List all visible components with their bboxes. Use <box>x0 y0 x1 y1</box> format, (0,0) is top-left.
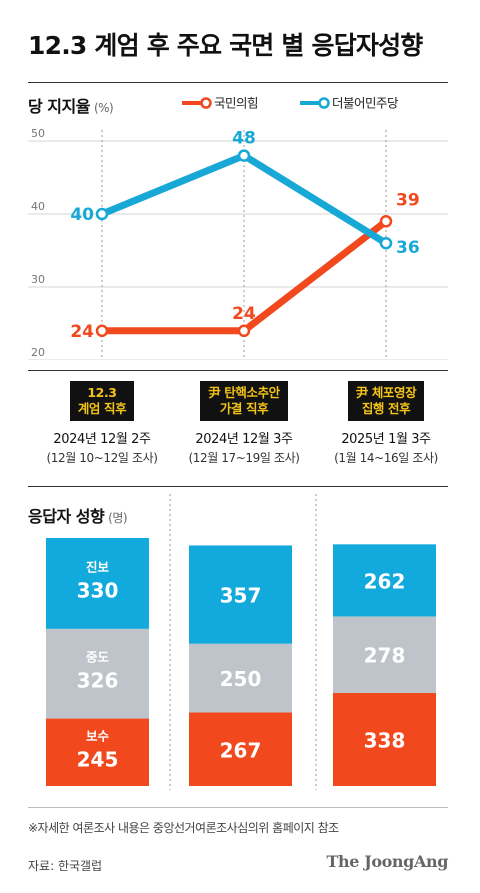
event-tag-line: 계엄 직후 <box>77 401 127 416</box>
data-point <box>237 324 251 338</box>
legend-label: 국민의힘 <box>214 96 258 111</box>
segment-category-label: 진보 <box>86 559 110 574</box>
data-point <box>379 215 393 228</box>
data-label: 40 <box>70 205 94 225</box>
data-point <box>379 236 393 250</box>
segment-category-label: 중도 <box>86 650 110 665</box>
data-point <box>95 207 109 221</box>
bar-segment <box>333 544 436 617</box>
bar-segment <box>189 545 292 644</box>
event-tag-line: 가결 직후 <box>219 401 269 416</box>
support-line-chart: 국민의힘 더불어민주당 20 30 40 50 24 24 39 40 48 36 <box>28 96 448 360</box>
tendency-stacked-bar-chart: 보수 245 중도 326 진보 330 267 250 357 338 278 262 <box>46 494 436 790</box>
support-section-title: 당 지지율 (%) <box>28 93 114 117</box>
event-tag-line: 尹 탄핵소추안 <box>208 385 280 400</box>
legend-marker <box>318 97 330 109</box>
title-divider <box>28 82 448 83</box>
event-tag-line: 12.3 <box>87 385 117 400</box>
y-tick-label: 50 <box>31 127 45 140</box>
support-chart-baseline <box>28 370 448 371</box>
segment-value-label: 267 <box>220 738 262 762</box>
event-tag: 尹 탄핵소추안 가결 직후 <box>200 381 288 421</box>
data-point <box>95 324 109 338</box>
event-survey-range: (1월 14~16일 조사) <box>334 451 438 465</box>
data-label: 48 <box>232 129 256 149</box>
footnote: ※자세한 여론조사 내용은 중앙선거여론조사심의위 홈페이지 참조 <box>28 821 339 835</box>
event-tag-line: 집행 전후 <box>361 401 411 416</box>
y-tick-label: 30 <box>31 273 45 286</box>
data-label: 24 <box>70 322 94 342</box>
bar-stacks: 보수 245 중도 326 진보 330 267 250 357 338 278 262 <box>46 538 436 786</box>
bar-segment <box>333 692 436 786</box>
legend-marker <box>200 97 212 109</box>
series-lines: 24 24 39 40 48 36 <box>70 129 419 342</box>
footer-divider <box>28 807 448 808</box>
bar-segment <box>46 538 149 629</box>
segment-value-label: 250 <box>220 667 262 691</box>
tendency-section-title: 응답자 성향 (명) <box>28 503 128 527</box>
bar-segment <box>46 628 149 719</box>
section-divider <box>28 486 448 487</box>
data-point <box>237 149 251 162</box>
data-label: 36 <box>396 238 420 258</box>
segment-value-label: 338 <box>364 728 406 752</box>
page-title: 12.3 계엄 후 주요 국면 별 응답자성향 <box>28 31 423 60</box>
segment-value-label: 245 <box>77 747 119 771</box>
event-label: 尹 탄핵소추안 가결 직후 2024년 12월 3주 (12월 17~19일 조사) <box>174 381 314 466</box>
event-date: 2025년 1월 3주 <box>341 432 431 447</box>
y-tick-label: 20 <box>31 346 45 359</box>
data-label: 39 <box>396 190 420 210</box>
event-date: 2024년 12월 3주 <box>195 432 293 447</box>
segment-value-label: 278 <box>364 644 406 668</box>
tendency-section-label: 응답자 성향 <box>28 507 105 526</box>
segment-value-label: 330 <box>77 578 119 602</box>
brand-logo: The JoongAng <box>326 852 449 871</box>
bar-segment <box>46 718 149 786</box>
event-tag: 12.3 계엄 직후 <box>69 381 135 421</box>
segment-value-label: 262 <box>364 569 406 593</box>
chart-legend: 국민의힘 더불어민주당 <box>182 96 400 111</box>
event-label: 尹 체포영장 집행 전후 2025년 1월 3주 (1월 14~16일 조사) <box>316 381 456 466</box>
segment-value-label: 357 <box>220 584 262 608</box>
data-label: 24 <box>232 304 256 324</box>
bar-segment <box>189 712 292 786</box>
legend-label: 더불어민주당 <box>332 96 399 111</box>
event-date: 2024년 12월 2주 <box>53 432 151 447</box>
y-tick-label: 40 <box>31 200 45 213</box>
support-section-label: 당 지지율 <box>28 97 90 116</box>
event-label: 12.3 계엄 직후 2024년 12월 2주 (12월 10~12일 조사) <box>32 381 172 466</box>
event-tag-line: 尹 체포영장 <box>355 385 417 400</box>
support-section-unit: (%) <box>93 101 114 115</box>
event-tag: 尹 체포영장 집행 전후 <box>347 381 425 421</box>
event-survey-range: (12월 17~19일 조사) <box>188 451 300 465</box>
tendency-section-unit: (명) <box>108 511 128 525</box>
column-dividers <box>169 494 317 790</box>
bar-segment <box>189 643 292 713</box>
bar-segment <box>333 616 436 693</box>
event-survey-range: (12월 10~12일 조사) <box>46 451 158 465</box>
segment-category-label: 보수 <box>86 728 110 743</box>
source-label: 자료: 한국갤럽 <box>28 859 103 873</box>
segment-value-label: 326 <box>77 669 119 693</box>
